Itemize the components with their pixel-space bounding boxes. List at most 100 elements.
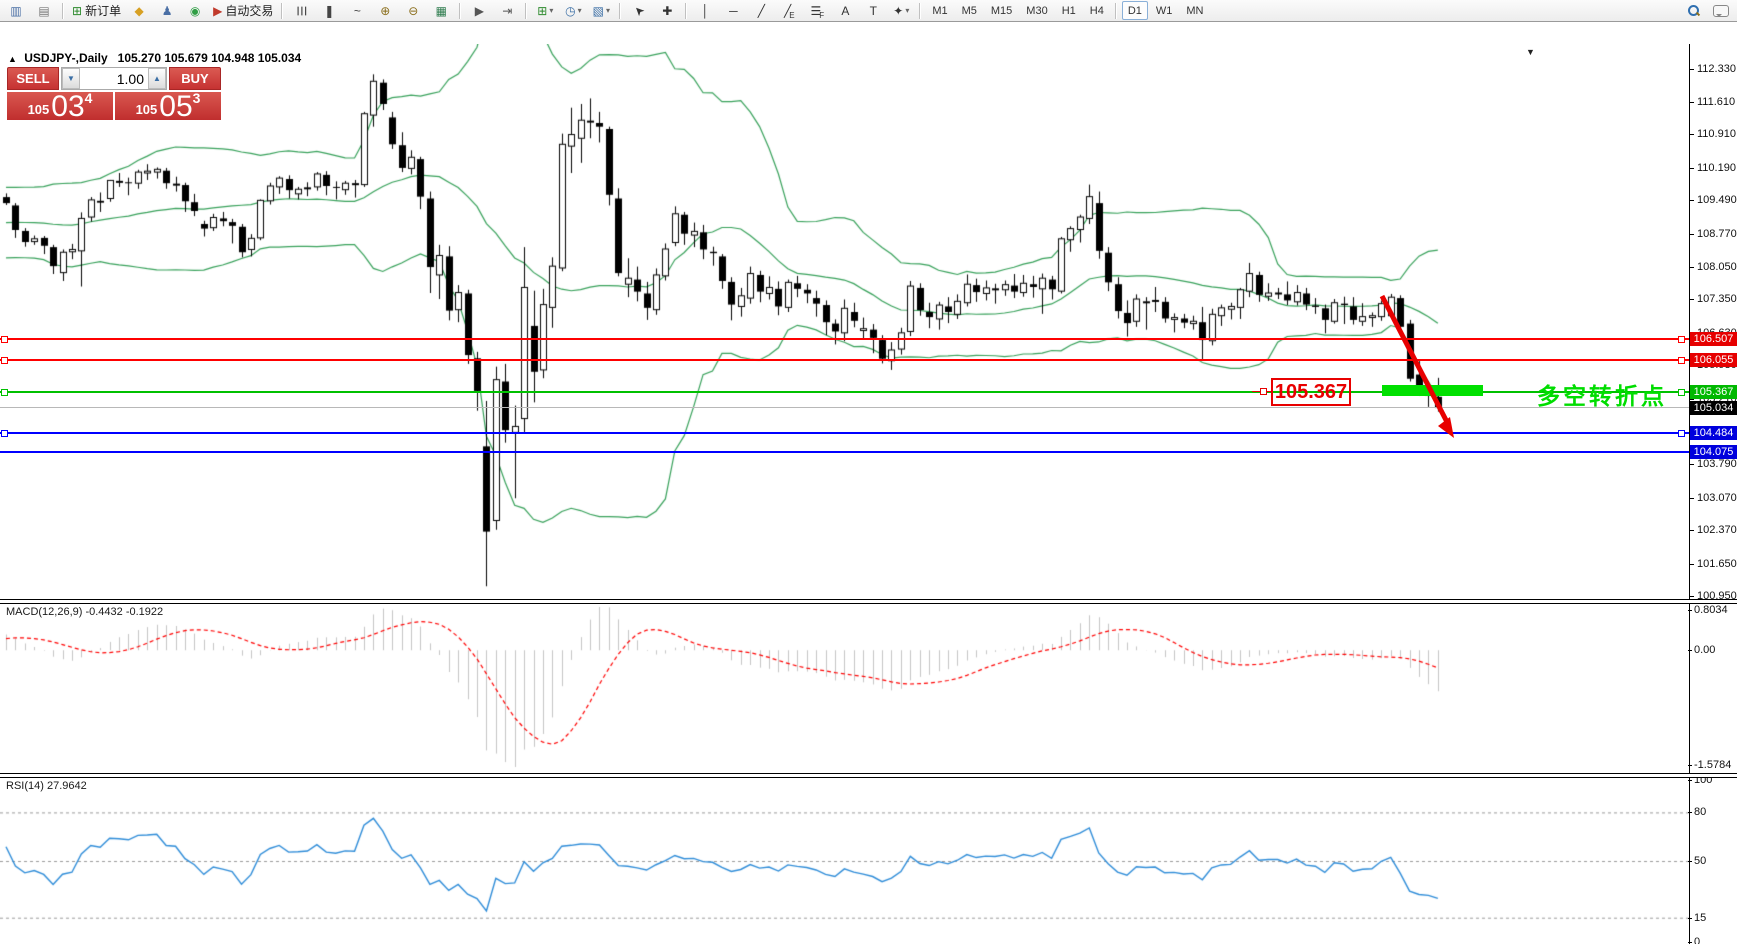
new-order-button: ⊞ (72, 3, 83, 18)
price-callout-label[interactable]: 105.367 (1271, 378, 1351, 406)
periods-icon: ◷ (565, 3, 576, 18)
text-icon: A (841, 3, 850, 18)
template-icon[interactable]: ▧ ▾ (592, 3, 610, 18)
line-anchor[interactable] (1678, 336, 1685, 344)
bar-chart-icon[interactable]: ☰ (288, 1, 314, 21)
sell-direction-arrow[interactable] (1370, 284, 1480, 454)
periods-icon[interactable]: ◷ ▾ (565, 3, 582, 18)
cursor-icon[interactable]: ➤ (626, 1, 652, 21)
horizontal-line-105.367[interactable] (0, 391, 1689, 394)
template-icon: ▧ (592, 3, 604, 18)
volume-increase-button[interactable]: ▲ (148, 68, 166, 89)
macd-canvas[interactable] (0, 602, 1689, 773)
zoom-out-icon[interactable]: ⊖ (400, 1, 426, 21)
horizontal-line-104.075[interactable] (0, 451, 1689, 454)
tile-windows-icon[interactable]: ▦ (428, 1, 454, 21)
market-watch-icon[interactable]: ▥ (3, 1, 29, 21)
trendline-icon: ╱ (757, 3, 765, 18)
search-icon[interactable] (1680, 1, 1706, 21)
text-label-icon[interactable]: T (860, 1, 886, 21)
rsi-axis-label: 80 (1688, 806, 1706, 818)
rsi-axis-label: 0 (1688, 936, 1700, 944)
horizontal-line-icon[interactable]: ─ (720, 1, 746, 21)
volume-control: ▼ ▲ (61, 67, 167, 90)
crosshair-icon[interactable]: ✚ (654, 1, 680, 21)
price-axis-border (1689, 44, 1690, 944)
buy-price-handle: 105 (135, 101, 158, 117)
line-anchor[interactable] (1678, 357, 1685, 365)
horizontal-line-104.484[interactable] (0, 432, 1689, 435)
price-tick: 100.950 (1689, 590, 1737, 602)
price-tick: 102.370 (1689, 524, 1737, 536)
price-tick: 112.330 (1689, 63, 1736, 75)
main-macd-separator[interactable] (0, 599, 1737, 604)
price-badge-106.507: 106.507 (1690, 332, 1737, 347)
line-anchor[interactable] (1, 357, 8, 365)
zoom-out-icon: ⊖ (408, 3, 419, 18)
rsi-canvas[interactable] (0, 776, 1689, 944)
price-tick: 101.650 (1689, 558, 1737, 570)
line-anchor[interactable] (1678, 389, 1685, 397)
indicators-icon[interactable]: ⊞ ▾ (537, 3, 554, 18)
buy-price-pips: 05 (159, 89, 193, 123)
channel-icon[interactable]: ╱ E (784, 3, 795, 20)
volume-decrease-button[interactable]: ▼ (62, 68, 80, 89)
horizontal-line-106.507[interactable] (0, 338, 1689, 341)
timeframe-h4-button[interactable]: H4 (1089, 4, 1104, 17)
ohlc-values: 105.270 105.679 104.948 105.034 (117, 51, 302, 65)
horizontal-line-105.034[interactable] (0, 407, 1689, 409)
line-anchor[interactable] (1678, 430, 1685, 438)
signals-icon[interactable]: ◉ (182, 1, 208, 21)
timeframe-m5-button[interactable]: M5 (961, 4, 977, 17)
sell-price-pips: 03 (51, 89, 85, 123)
auto-scroll-icon[interactable]: ▶ (466, 1, 492, 21)
signals-icon: ◉ (189, 3, 201, 18)
buy-button[interactable]: BUY (169, 67, 221, 90)
timeframe-w1-button[interactable]: W1 (1155, 4, 1173, 17)
timeframe-mn-button[interactable]: MN (1186, 4, 1204, 17)
vertical-line-icon[interactable]: │ (692, 1, 718, 21)
trendline-icon[interactable]: ╱ (748, 1, 774, 21)
arrows-icon[interactable]: ✦ ▾ (893, 3, 910, 18)
turning-point-note[interactable]: 多空转折点 (1537, 383, 1667, 409)
chart-area[interactable]: ▲ USDJPY-,Daily 105.270 105.679 104.948 … (0, 22, 1737, 944)
volume-input[interactable] (80, 68, 148, 89)
text-icon[interactable]: A (832, 1, 858, 21)
price-tick: 108.770 (1689, 228, 1737, 240)
indicators-icon: ⊞ (537, 3, 548, 18)
buy-price[interactable]: 105 05 3 (115, 89, 221, 123)
expert-advisor-icon[interactable]: ♟ (154, 1, 180, 21)
macd-rsi-separator[interactable] (0, 773, 1737, 778)
timeframe-m15-button[interactable]: M15 (990, 4, 1013, 17)
sell-price[interactable]: 105 03 4 (7, 89, 113, 123)
zoom-in-icon[interactable]: ⊕ (372, 1, 398, 21)
line-anchor[interactable] (1, 389, 8, 397)
chart-shift-icon[interactable]: ⇥ (494, 1, 520, 21)
timeframe-m30-button[interactable]: M30 (1026, 4, 1048, 17)
line-anchor[interactable] (1, 336, 8, 344)
bar-chart-icon: ☰ (294, 5, 309, 16)
price-badge-105.034: 105.034 (1690, 400, 1737, 415)
horizontal-line-106.055[interactable] (0, 359, 1689, 362)
macd-axis-label: -1.5784 (1688, 759, 1731, 771)
navigator-icon[interactable]: ▤ (31, 1, 57, 21)
autotrading-button[interactable]: ▶ 自动交易 (210, 1, 276, 21)
vertical-line-icon: │ (701, 3, 710, 18)
line-anchor[interactable] (1, 430, 8, 438)
new-order-button[interactable]: ⊞ 新订单 (69, 1, 124, 21)
market-watch-icon: ▥ (10, 3, 22, 18)
timeframe-h1-button[interactable]: H1 (1061, 4, 1076, 17)
chart-shift-marker[interactable]: ▼ (1526, 47, 1535, 57)
fibonacci-icon[interactable]: ☰ F (810, 3, 825, 20)
paint-bucket-icon[interactable]: ◆ (126, 1, 152, 21)
candlestick-chart-icon[interactable]: ❚ (316, 1, 342, 21)
chart-shift-icon: ⇥ (502, 3, 513, 18)
sell-button[interactable]: SELL (7, 67, 59, 90)
timeframe-m1-button[interactable]: M1 (932, 4, 948, 17)
chat-icon[interactable] (1708, 1, 1734, 21)
timeframe-d1-button[interactable]: D1 (1121, 1, 1148, 20)
price-badge-104.484: 104.484 (1690, 426, 1737, 441)
new-order-button-label: 新订单 (85, 4, 122, 18)
line-chart-icon[interactable]: ~ (344, 1, 370, 21)
price-chart-canvas[interactable] (0, 44, 1689, 600)
